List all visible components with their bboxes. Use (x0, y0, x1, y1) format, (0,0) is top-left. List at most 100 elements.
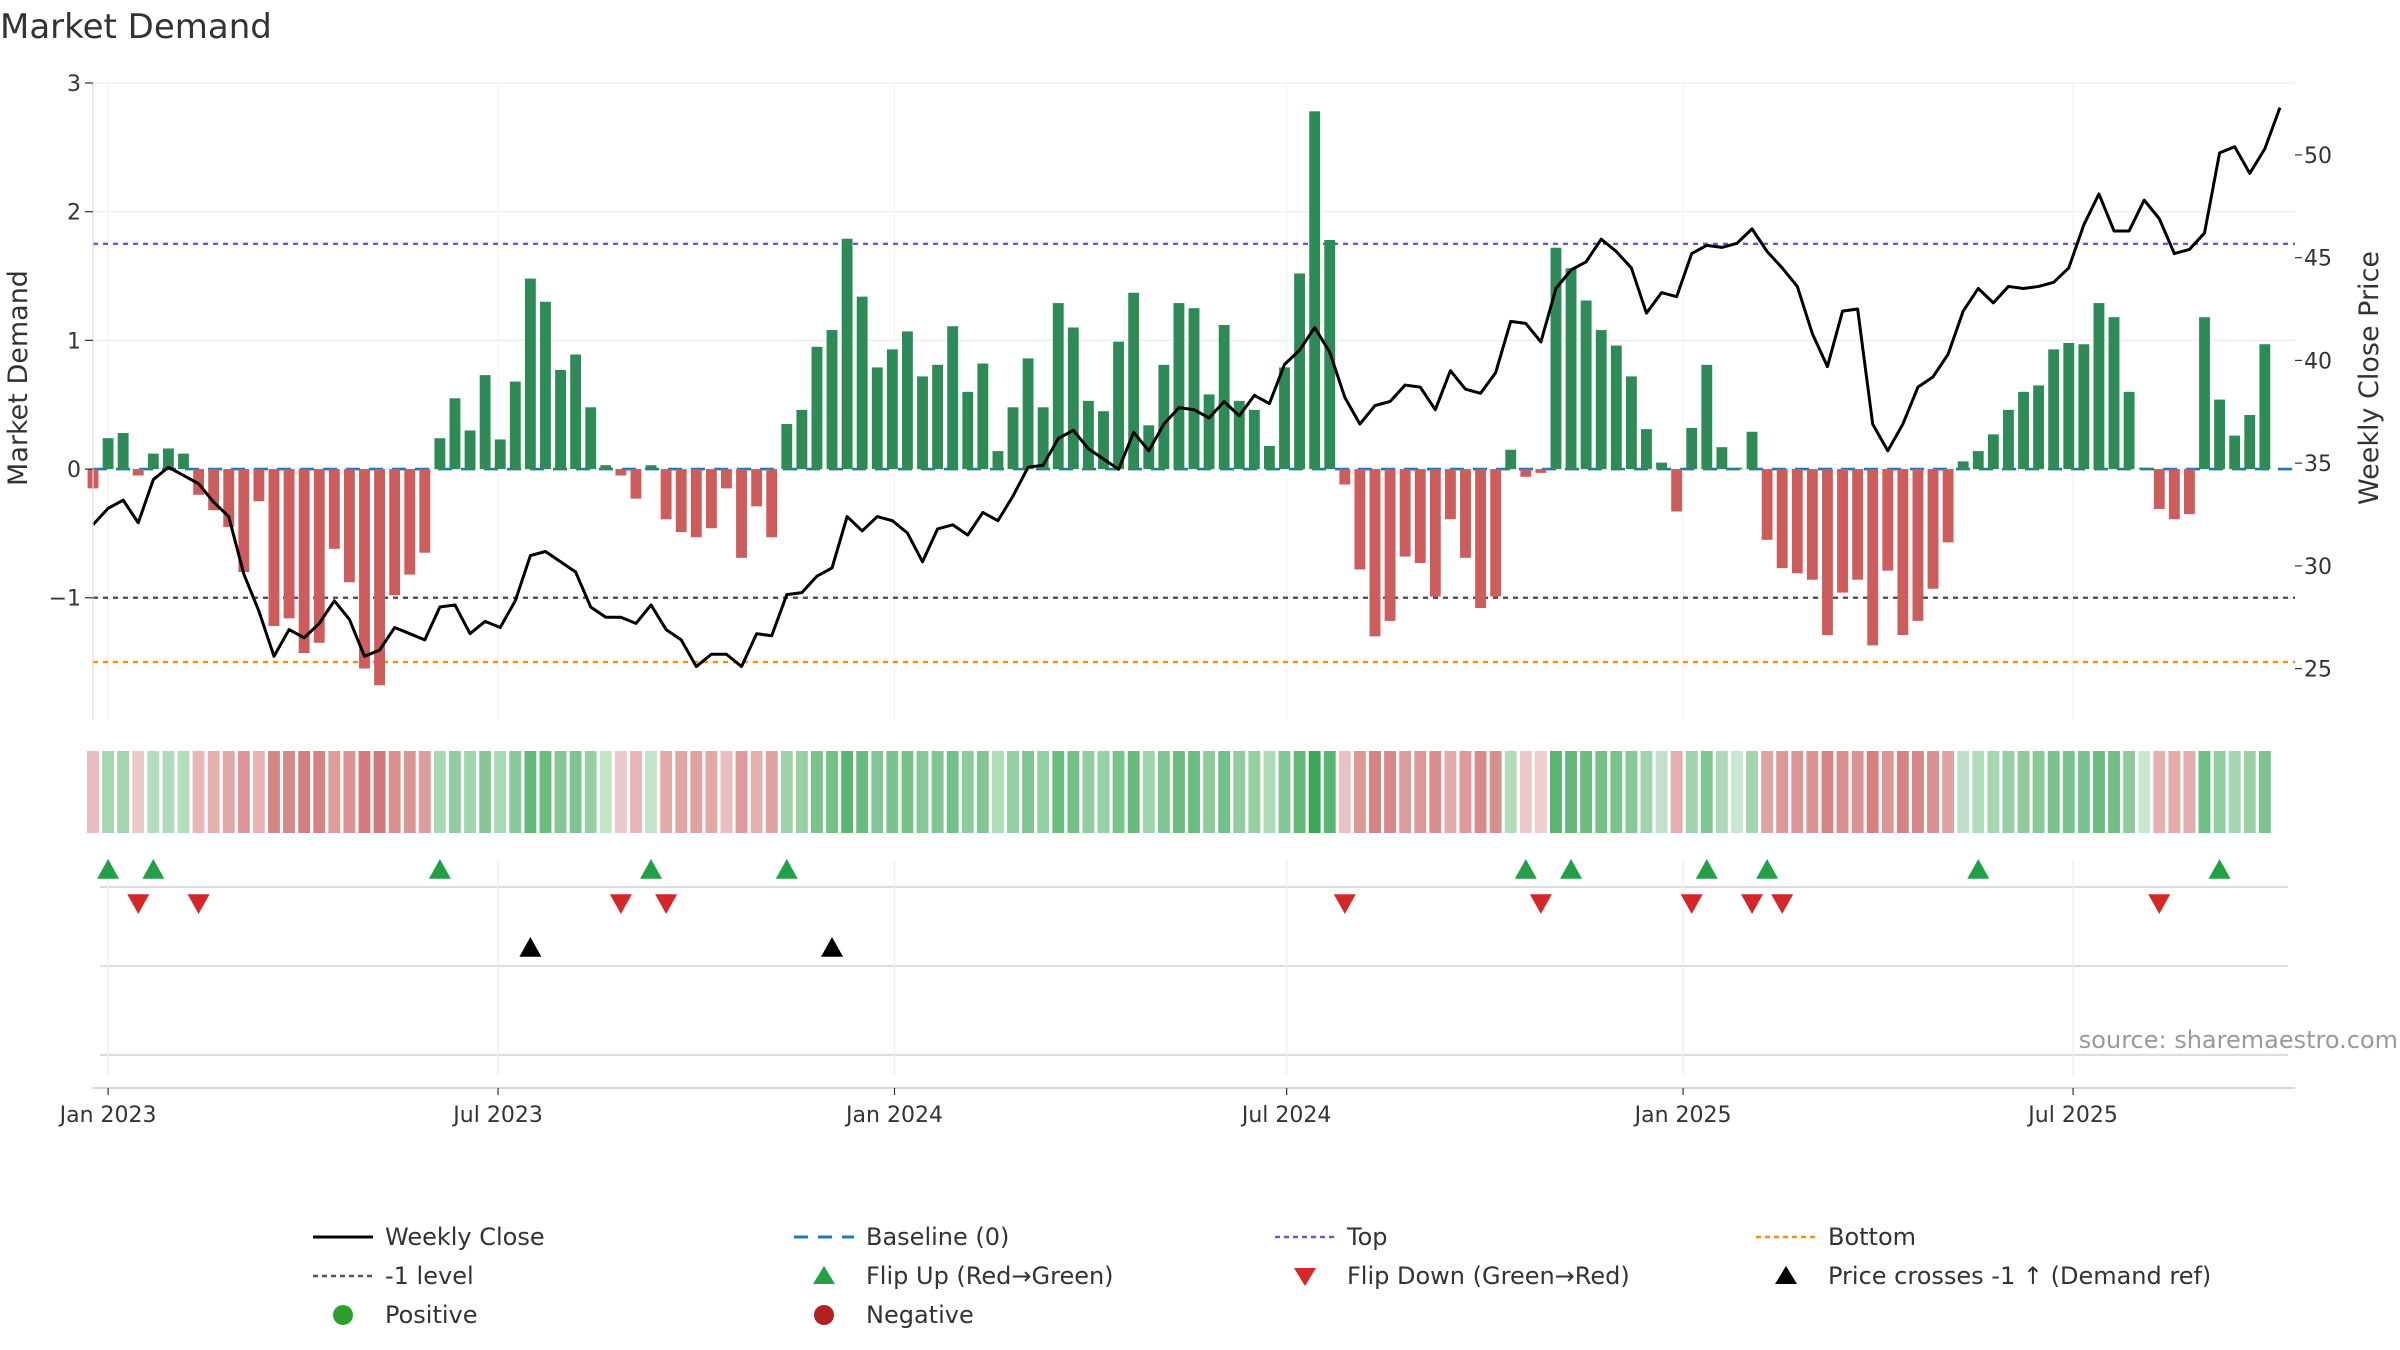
state-strip-cell (1459, 751, 1472, 833)
state-strip-cell (1097, 751, 1110, 833)
state-strip-cell (871, 751, 884, 833)
legend-flip-up-icon (813, 1266, 835, 1284)
demand-bar (1444, 469, 1456, 520)
legend-label: Top (1346, 1223, 1388, 1251)
demand-bar (313, 469, 325, 643)
demand-bar (2199, 317, 2210, 470)
state-strip-cell (1067, 751, 1080, 833)
demand-bar (781, 424, 793, 470)
state-strip-cell (328, 751, 341, 833)
flip-down-marker (2148, 894, 2171, 914)
state-strip-cell (1550, 751, 1562, 833)
demand-bar (1610, 345, 1622, 470)
demand-bar (1927, 469, 1939, 589)
demand-bar (705, 469, 717, 529)
demand-bar (162, 448, 174, 470)
demand-bar (1203, 394, 1215, 470)
demand-bar (1263, 445, 1275, 470)
state-strip-cell (1278, 751, 1291, 833)
state-strip-cell (991, 751, 1004, 833)
reference-lines (93, 242, 2295, 664)
state-strip-cell (1912, 751, 1924, 833)
demand-bar (479, 375, 491, 470)
demand-bar (555, 369, 566, 470)
demand-bar (1248, 409, 1260, 470)
demand-bar (1761, 469, 1773, 540)
demand-bar (1143, 425, 1155, 470)
demand-bar (253, 469, 265, 502)
y-tick-label: −1 (49, 587, 81, 612)
demand-bar (268, 469, 280, 627)
state-strip-cell (720, 751, 733, 833)
state-strip-cell (901, 751, 914, 833)
demand-bar (2093, 303, 2105, 470)
state-strip-cell (2138, 751, 2151, 833)
flip-down-marker (1529, 894, 1552, 914)
demand-bar (1656, 462, 1667, 470)
state-strip-cell (961, 751, 974, 833)
state-strip-cell (1761, 751, 1774, 833)
y2-tick-label: 25 (2304, 658, 2332, 683)
demand-bar (1429, 469, 1441, 597)
demand-bar (1957, 461, 1969, 470)
state-strip-cell (1881, 751, 1894, 833)
state-strip-cell (2243, 751, 2256, 833)
demand-bar (1128, 292, 1140, 470)
demand-bar (2078, 344, 2090, 470)
flip-down-marker (127, 894, 150, 914)
state-strip-cell (1444, 751, 1457, 833)
demand-bar (1987, 434, 1999, 470)
demand-bar (1475, 469, 1486, 609)
state-strip-cell (630, 751, 642, 833)
state-strip-cell (811, 751, 823, 833)
demand-bar (1731, 467, 1743, 470)
demand-bar (1369, 469, 1381, 637)
state-strip-cell (343, 751, 356, 833)
state-strip-cell (1263, 751, 1276, 833)
demand-bar (359, 469, 370, 669)
state-strip-cell (1972, 751, 1985, 833)
flip-down-marker (1741, 894, 1764, 914)
demand-bar (1641, 429, 1652, 470)
demand-bar (509, 381, 521, 470)
state-strip-cell (147, 751, 160, 833)
state-strip-cell (524, 751, 537, 833)
demand-bar (1671, 469, 1683, 512)
flip-up-marker (97, 859, 120, 879)
x-axis: Jan 2023 Jul 2023 Jan 2024 Jul 2024 Jan 2025… (58, 1087, 2295, 1128)
state-strip-cell (494, 751, 507, 833)
demand-bar (1701, 364, 1713, 470)
y-axis-label: Market Demand (3, 270, 34, 486)
state-strip-cell (1233, 751, 1246, 833)
demand-bar (117, 433, 129, 470)
demand-bar (178, 453, 189, 470)
demand-bar (298, 469, 310, 654)
demand-bar (1037, 407, 1049, 470)
flip-up-marker (428, 859, 451, 879)
demand-bar (1867, 469, 1879, 646)
state-strip-cell (1384, 751, 1397, 833)
demand-bar (1776, 469, 1788, 569)
state-strip-cell (1338, 751, 1351, 833)
state-strip-cell (177, 751, 190, 833)
state-strip-cell (1685, 751, 1698, 833)
demand-bar (1716, 447, 1728, 470)
price-cross-marker (519, 937, 542, 957)
state-strip-cell (418, 751, 431, 833)
state-strip-cell (1927, 751, 1939, 833)
state-strip-cell (1836, 751, 1849, 833)
demand-bar (2033, 385, 2045, 470)
demand-bar (2138, 467, 2150, 470)
state-strip-cell (1142, 751, 1155, 833)
demand-bar (600, 465, 612, 470)
demand-bar (1022, 358, 1034, 470)
flip-down-marker (609, 894, 632, 914)
y-tick-label: 0 (67, 458, 81, 483)
demand-bar (645, 465, 657, 470)
demand-bar (585, 407, 597, 470)
state-strip-cell (946, 751, 959, 833)
state-strip-cell (2228, 751, 2241, 833)
state-strip-cell (358, 751, 371, 833)
demand-bar (630, 469, 642, 499)
state-strip-cell (780, 751, 793, 833)
